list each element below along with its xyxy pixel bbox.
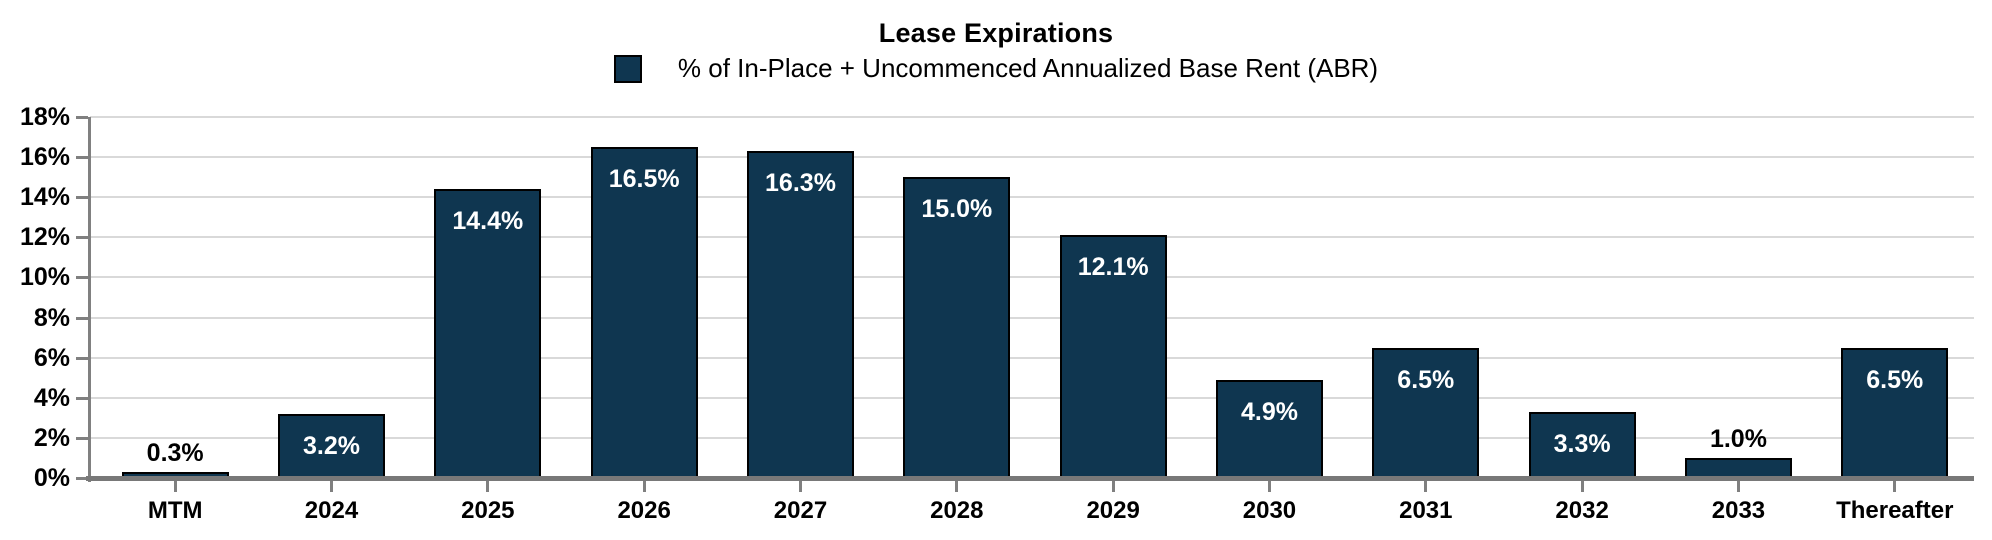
x-axis-label: 2025 (461, 497, 515, 524)
bar-cell: 1.0% (1660, 117, 1816, 478)
y-axis-tick (76, 357, 88, 360)
bar (1841, 348, 1949, 478)
bar-value-label: 14.4% (452, 207, 524, 235)
y-axis-line (88, 117, 91, 482)
chart-title: Lease Expirations (878, 18, 1114, 48)
x-axis-label: 2026 (617, 497, 671, 524)
x-axis-tick (1581, 481, 1584, 492)
x-axis-tick (1737, 481, 1740, 492)
x-axis-label: 2031 (1399, 497, 1453, 524)
bar (1215, 380, 1323, 478)
y-axis-tick (76, 116, 88, 119)
x-axis-tick (330, 481, 333, 492)
bar (1059, 235, 1167, 478)
bar-cell: 4.9% (1191, 117, 1347, 478)
x-axis-tick (643, 481, 646, 492)
bar-value-label: 3.2% (303, 432, 360, 460)
bar (590, 147, 698, 478)
gridline (90, 357, 1974, 359)
y-tick-label: 0% (33, 464, 70, 492)
gridline (90, 156, 1974, 158)
bar-cell: 12.1% (1035, 117, 1191, 478)
gridline (90, 236, 1974, 238)
bar-cell: 6.5% (1817, 117, 1973, 478)
y-tick-label: 16% (19, 143, 70, 171)
y-axis-tick (76, 236, 88, 239)
y-axis-tick (76, 276, 88, 279)
bar-value-label: 12.1% (1077, 253, 1149, 281)
bar-cell: 0.3% (97, 117, 253, 478)
x-axis-label: MTM (147, 497, 203, 524)
y-tick-label: 10% (19, 263, 70, 291)
bar-value-label: 15.0% (921, 195, 993, 223)
bar-cell: 15.0% (879, 117, 1035, 478)
bar-value-label: 3.3% (1553, 430, 1611, 458)
x-axis-label: 2033 (1711, 497, 1766, 524)
y-tick-label: 4% (33, 384, 70, 412)
x-axis-tick (486, 481, 489, 492)
x-axis-label: 2027 (773, 497, 828, 524)
bar-cell: 16.3% (722, 117, 878, 478)
x-axis-labels: MTM 2024 2025 2026 2027 2028 2029 2030 2031 2032 2… (97, 497, 1973, 525)
gridline (90, 397, 1974, 399)
y-axis-tick (76, 437, 88, 440)
x-axis-tick (1112, 481, 1115, 492)
x-axis-line (86, 476, 1974, 481)
gridline (90, 196, 1974, 198)
y-axis-tick (76, 397, 88, 400)
y-tick-label: 12% (19, 223, 70, 251)
y-tick-label: 2% (33, 424, 70, 452)
bar-value-label: 1.0% (1709, 425, 1767, 453)
bar-cell: 14.4% (410, 117, 566, 478)
x-axis-label: 2030 (1242, 497, 1297, 524)
bar-value-label: 0.3% (146, 439, 204, 467)
bar-value-label: 16.3% (765, 169, 836, 197)
gridline (90, 317, 1974, 319)
gridline (90, 437, 1974, 439)
x-axis-label: 2028 (930, 497, 984, 524)
y-axis-tick (76, 196, 88, 199)
legend-label: % of In-Place + Uncommenced Annualized B… (677, 53, 1379, 83)
bar-cell: 6.5% (1348, 117, 1504, 478)
bar (1372, 348, 1480, 478)
y-tick-label: 6% (33, 344, 70, 372)
y-tick-label: 14% (19, 183, 70, 211)
y-tick-label: 18% (19, 103, 70, 131)
x-axis-label: 2029 (1086, 497, 1140, 524)
y-axis-tick (76, 156, 88, 159)
bar (903, 177, 1011, 478)
y-axis-tick (76, 317, 88, 320)
y-tick-label: 8% (33, 304, 70, 332)
bar-value-label: 6.5% (1866, 366, 1924, 394)
bar (1684, 458, 1792, 478)
x-axis-label: 2032 (1555, 497, 1609, 524)
x-axis-tick (955, 481, 958, 492)
x-axis-tick (1268, 481, 1271, 492)
bar (746, 151, 854, 478)
y-axis-tick (76, 477, 88, 480)
legend-swatch-icon (613, 54, 642, 83)
bar-value-label: 6.5% (1397, 366, 1455, 394)
gridline (90, 276, 1974, 278)
x-axis-label: 2024 (304, 497, 359, 524)
bar-value-label: 16.5% (608, 165, 680, 193)
bar-cell: 3.2% (253, 117, 409, 478)
x-axis-label: Thereafter (1836, 497, 1954, 524)
bar-cell: 16.5% (566, 117, 722, 478)
bars-layer: 0.3% 3.2% 14.4% 16.5% 16.3% 15.0% 12.1% 4.9% 6.5… (97, 117, 1973, 478)
x-axis-tick (799, 481, 802, 492)
x-axis-tick (174, 481, 177, 492)
x-axis-tick (1424, 481, 1427, 492)
bar-value-label: 4.9% (1240, 398, 1298, 426)
bar (434, 189, 542, 478)
gridline (90, 116, 1974, 118)
x-axis-tick (1893, 481, 1896, 492)
legend: % of In-Place + Uncommenced Annualized B… (0, 53, 1992, 84)
bar-cell: 3.3% (1504, 117, 1660, 478)
